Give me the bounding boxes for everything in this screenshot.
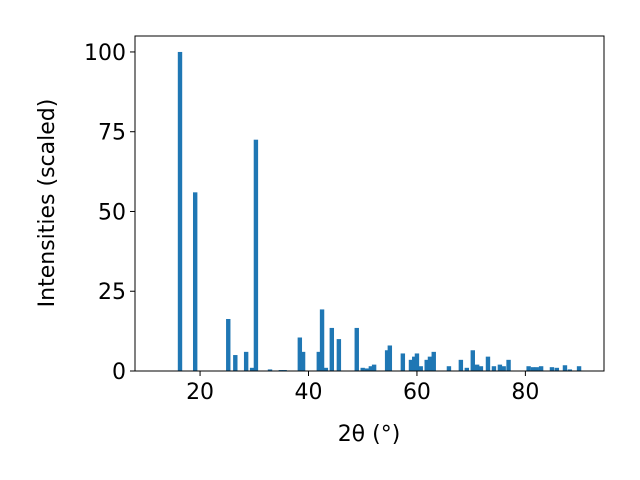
bar xyxy=(297,337,303,371)
bar xyxy=(360,367,365,371)
y-tick-label: 0 xyxy=(112,360,126,385)
bar xyxy=(549,367,555,371)
bar xyxy=(354,327,359,371)
bar xyxy=(501,366,506,371)
bar xyxy=(368,366,374,371)
bar xyxy=(300,351,306,371)
bar xyxy=(412,356,417,371)
bar xyxy=(371,364,377,371)
bar xyxy=(336,339,342,371)
bar xyxy=(491,366,497,371)
bar xyxy=(418,366,423,371)
bar xyxy=(424,359,429,371)
bar xyxy=(253,139,259,371)
bar xyxy=(192,192,198,371)
x-tick-label: 80 xyxy=(511,380,539,405)
bar xyxy=(446,366,452,371)
bar xyxy=(562,365,568,371)
bar xyxy=(470,350,475,371)
bar xyxy=(554,367,560,371)
bar xyxy=(464,367,470,371)
bar xyxy=(427,356,433,371)
bar xyxy=(576,366,582,371)
bar xyxy=(414,353,420,371)
bar xyxy=(387,345,393,371)
bar xyxy=(323,367,329,371)
x-tick-label: 40 xyxy=(295,380,323,405)
bar xyxy=(408,359,414,371)
plot-frame xyxy=(134,35,605,372)
bar xyxy=(431,351,436,371)
bar xyxy=(478,366,484,371)
bar xyxy=(177,51,183,371)
x-tick-label: 60 xyxy=(403,380,431,405)
bar xyxy=(567,369,573,371)
bar xyxy=(329,327,335,371)
bar xyxy=(267,369,273,371)
bar xyxy=(400,353,406,371)
y-axis-label: Intensities (scaled) xyxy=(35,99,60,308)
y-tick-label: 50 xyxy=(98,200,126,225)
bar xyxy=(243,351,249,371)
bar xyxy=(526,366,531,371)
bar xyxy=(485,356,491,371)
y-tick-label: 25 xyxy=(98,280,126,305)
bar xyxy=(364,368,370,371)
bar xyxy=(233,355,238,371)
y-tick-label: 100 xyxy=(84,41,126,66)
bar xyxy=(474,364,480,371)
bar xyxy=(249,367,255,371)
bar xyxy=(497,364,503,371)
bar xyxy=(384,350,390,371)
bar xyxy=(319,309,325,371)
bar xyxy=(538,366,544,371)
x-tick-label: 20 xyxy=(186,380,214,405)
bar xyxy=(226,318,231,371)
y-tick-label: 75 xyxy=(98,121,126,146)
bar xyxy=(458,359,464,371)
bar xyxy=(530,367,536,371)
bar xyxy=(506,359,511,371)
bar xyxy=(534,367,539,371)
x-axis-label: 2θ (°) xyxy=(338,422,401,447)
bar xyxy=(316,351,322,371)
